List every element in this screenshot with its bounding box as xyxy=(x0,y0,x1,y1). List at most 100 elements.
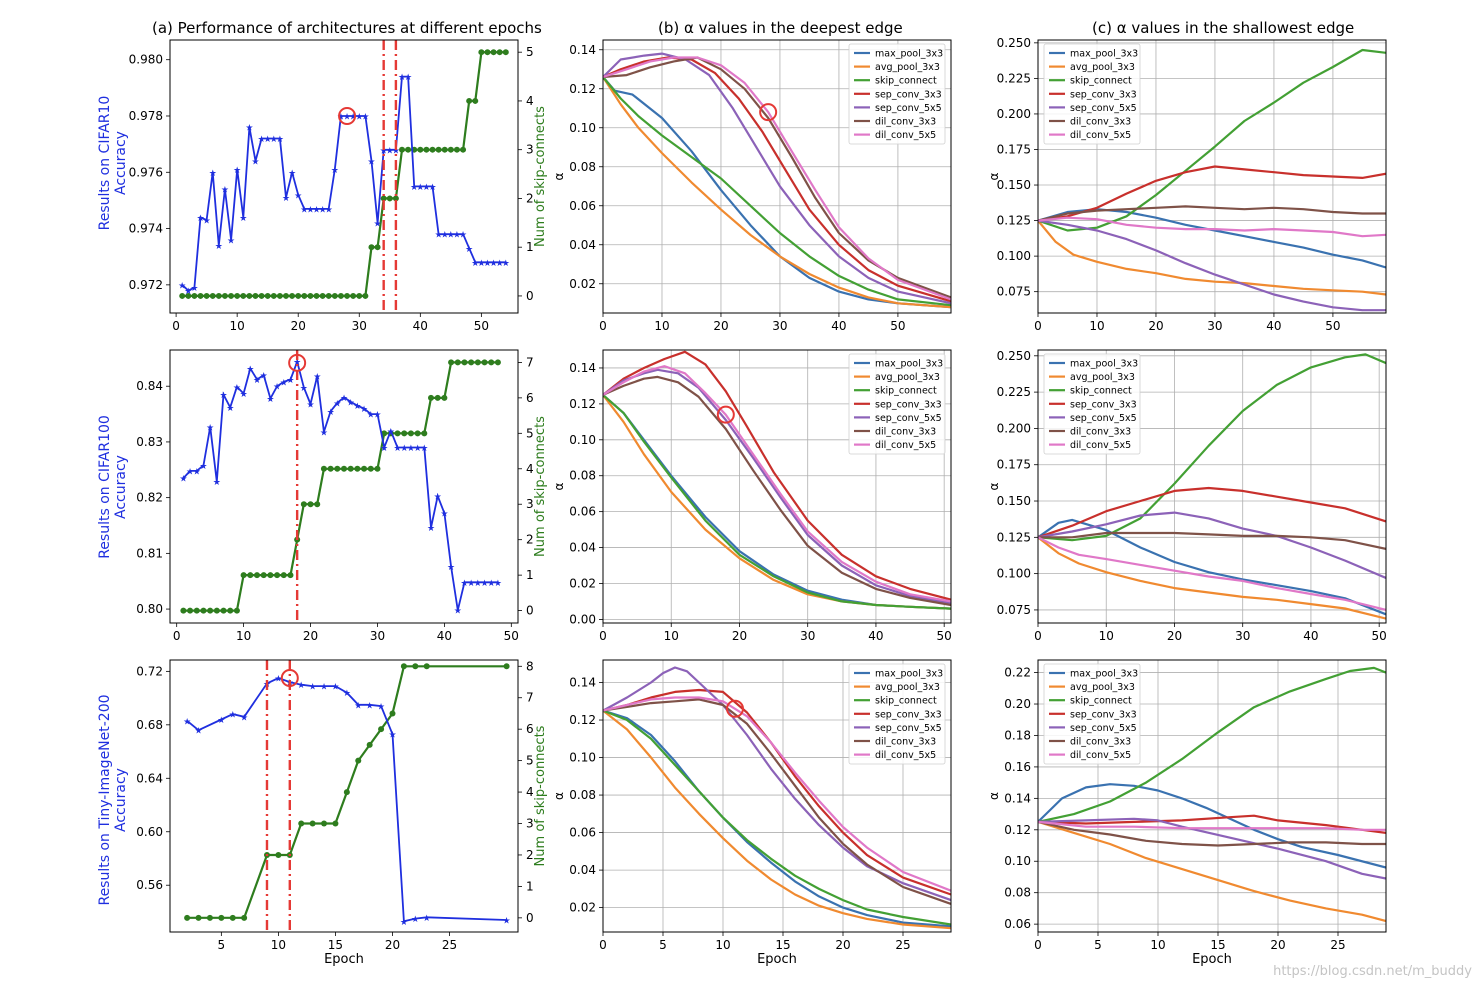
alpha-line-dil-conv-5x5 xyxy=(603,56,951,301)
accuracy-point: ★ xyxy=(264,135,272,145)
skip-connects-point xyxy=(246,292,253,299)
x-tick-label: 30 xyxy=(370,629,385,643)
skip-connects-point xyxy=(478,49,485,56)
x-tick-label: 40 xyxy=(1266,319,1281,333)
accuracy-point: ★ xyxy=(313,373,321,383)
accuracy-point: ★ xyxy=(434,492,442,502)
legend-label-sep-conv-3x3: sep_conv_3x3 xyxy=(1070,89,1137,100)
legend-label-skip-connect: skip_connect xyxy=(875,386,937,397)
skip-connects-point xyxy=(270,292,277,299)
legend-label-skip-connect: skip_connect xyxy=(1070,696,1132,707)
accuracy-point: ★ xyxy=(410,183,418,193)
x-tick-label: 40 xyxy=(437,629,452,643)
accuracy-point: ★ xyxy=(420,444,428,454)
highlight-circle xyxy=(726,699,744,718)
y-tick-label: 0.04 xyxy=(569,541,596,555)
plot-area: ★★★★★★★★★★★★★★★★★★★★★★★★★★★★★★★★★★★★★★★★… xyxy=(179,350,502,623)
x-tick-label: 10 xyxy=(715,938,730,952)
x-tick-label: 10 xyxy=(236,629,251,643)
accuracy-point: ★ xyxy=(194,727,202,737)
y-tick-label: 0.075 xyxy=(997,285,1031,299)
skip-connects-point xyxy=(414,430,421,437)
y-tick-label: 0.18 xyxy=(1004,728,1031,742)
accuracy-point: ★ xyxy=(422,183,430,193)
alpha-line-max-pool-3x3 xyxy=(603,76,951,309)
accuracy-point: ★ xyxy=(380,146,388,156)
accuracy-line xyxy=(181,75,506,292)
skip-connects-point xyxy=(254,572,260,579)
skip-connects-point xyxy=(334,465,341,472)
x-tick-label: 40 xyxy=(1303,629,1318,643)
alpha-line-dil-conv-3x3 xyxy=(1038,820,1386,847)
legend-label-dil-conv-5x5: dil_conv_5x5 xyxy=(875,130,936,141)
y2-tick-label: 7 xyxy=(526,691,534,705)
y-tick-label: 0.04 xyxy=(569,238,596,252)
skip-connects-point xyxy=(502,49,509,56)
accuracy-point: ★ xyxy=(503,916,511,926)
skip-connects-point xyxy=(275,851,282,858)
skip-connects-point xyxy=(180,607,187,614)
legend-frame xyxy=(848,353,946,455)
y-tick-label: 0.12 xyxy=(569,713,596,727)
legend-label-dil-conv-3x3: dil_conv_3x3 xyxy=(1070,427,1131,438)
y-tick-label: 0.06 xyxy=(569,826,596,840)
x-axis-label: Epoch xyxy=(324,952,364,967)
alpha-line-dil-conv-3x3 xyxy=(1038,205,1386,222)
axes-frame xyxy=(1037,659,1387,933)
alpha-line-sep-conv-3x3 xyxy=(603,688,951,896)
accuracy-line xyxy=(186,677,507,923)
skip-connects-point xyxy=(184,914,191,921)
x-tick-label: 0 xyxy=(1034,629,1042,643)
y-tick-label: 0.150 xyxy=(997,178,1031,192)
y2-tick-label: 3 xyxy=(526,143,534,157)
legend-label-dil-conv-3x3: dil_conv_3x3 xyxy=(1070,737,1131,748)
accuracy-point: ★ xyxy=(178,281,186,291)
accuracy-point: ★ xyxy=(245,124,253,134)
y-tick-label: 0.84 xyxy=(136,379,163,393)
skip-connects-point xyxy=(490,49,497,56)
x-tick-label: 30 xyxy=(772,319,787,333)
x-tick-label: 5 xyxy=(1094,938,1102,952)
skip-connects-point xyxy=(267,572,274,579)
skip-connects-point xyxy=(234,292,241,299)
y-tick-label: 0.12 xyxy=(569,397,596,411)
accuracy-point: ★ xyxy=(196,214,204,224)
chart-panel-5: 0 10 20 30 40 50 0.075 0.100 0.125 0.150 0.175 0.20… xyxy=(987,349,1387,643)
accuracy-point: ★ xyxy=(203,217,211,227)
alpha-line-avg-pool-3x3 xyxy=(1038,219,1386,296)
skip-connects-line xyxy=(182,51,506,297)
y2-tick-label: 1 xyxy=(526,568,534,582)
x-tick-label: 0 xyxy=(599,938,607,952)
legend-label-sep-conv-5x5: sep_conv_5x5 xyxy=(1070,413,1137,424)
x-tick-label: 15 xyxy=(1210,938,1225,952)
alpha-line-dil-conv-5x5 xyxy=(1038,536,1386,611)
legend-label-sep-conv-5x5: sep_conv_5x5 xyxy=(1070,103,1137,114)
skip-connects-point xyxy=(289,292,296,299)
legend-label-avg-pool-3x3: avg_pool_3x3 xyxy=(1070,372,1135,383)
alpha-line-sep-conv-5x5 xyxy=(603,368,951,605)
x-tick-label: 40 xyxy=(831,319,846,333)
legend-label-sep-conv-5x5: sep_conv_5x5 xyxy=(1070,723,1137,734)
skip-connects-point xyxy=(343,789,350,796)
skip-connects-point xyxy=(374,465,381,472)
skip-connects-point xyxy=(247,572,254,579)
x-tick-label: 20 xyxy=(1270,938,1285,952)
y-tick-label: 0.125 xyxy=(997,214,1031,228)
skip-connects-point xyxy=(503,663,510,670)
alpha-line-avg-pool-3x3 xyxy=(603,76,951,309)
accuracy-point: ★ xyxy=(435,231,443,241)
skip-connects-point xyxy=(298,820,305,827)
y2-tick-label: 1 xyxy=(526,879,534,893)
accuracy-point: ★ xyxy=(387,427,395,437)
skip-connects-point xyxy=(356,292,363,299)
y-tick-label: 0.976 xyxy=(129,165,163,179)
x-tick-label: 25 xyxy=(442,938,457,952)
accuracy-point: ★ xyxy=(306,401,314,411)
accuracy-point: ★ xyxy=(219,391,227,401)
y-tick-label: 0.175 xyxy=(997,458,1031,472)
alpha-line-sep-conv-5x5 xyxy=(1038,511,1386,580)
accuracy-point: ★ xyxy=(360,405,368,415)
alpha-line-avg-pool-3x3 xyxy=(603,709,951,930)
accuracy-point: ★ xyxy=(215,242,223,252)
skip-connects-point xyxy=(295,292,302,299)
